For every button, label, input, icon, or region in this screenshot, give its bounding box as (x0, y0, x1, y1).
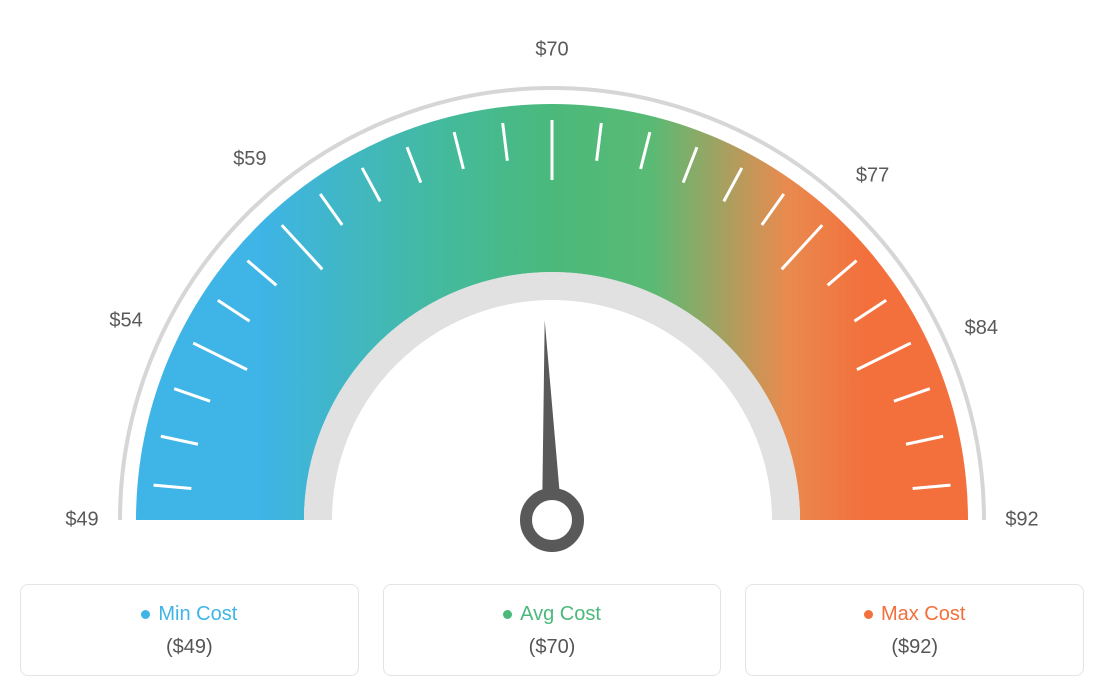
gauge-tick-label: $59 (233, 148, 266, 170)
legend-value-min: ($49) (31, 636, 348, 659)
gauge-tick-label: $84 (965, 317, 998, 339)
legend-value-avg: ($70) (394, 636, 711, 659)
gauge-tick-label: $54 (109, 310, 142, 332)
legend-dot-min (141, 610, 150, 619)
legend-title-min: Min Cost (158, 603, 237, 626)
gauge-tick-label: $92 (1005, 508, 1038, 530)
gauge-svg: $49 $54 $59 $70 $77 $84 $92 (20, 20, 1084, 560)
legend-row: Min Cost ($49) Avg Cost ($70) Max Cost (… (20, 584, 1084, 676)
cost-gauge-chart: $49 $54 $59 $70 $77 $84 $92 Min Cost ($49) Avg… (20, 20, 1084, 676)
legend-dot-avg (503, 610, 512, 619)
legend-card-max: Max Cost ($92) (745, 584, 1084, 676)
gauge-hub (526, 494, 578, 546)
legend-card-avg: Avg Cost ($70) (383, 584, 722, 676)
legend-card-min: Min Cost ($49) (20, 584, 359, 676)
legend-title-avg: Avg Cost (520, 603, 601, 626)
legend-value-max: ($92) (756, 636, 1073, 659)
gauge-tick-label: $49 (65, 508, 98, 530)
gauge-tick-label: $77 (856, 165, 889, 187)
gauge-tick-label: $70 (535, 38, 568, 60)
legend-title-max: Max Cost (881, 603, 965, 626)
legend-dot-max (864, 610, 873, 619)
